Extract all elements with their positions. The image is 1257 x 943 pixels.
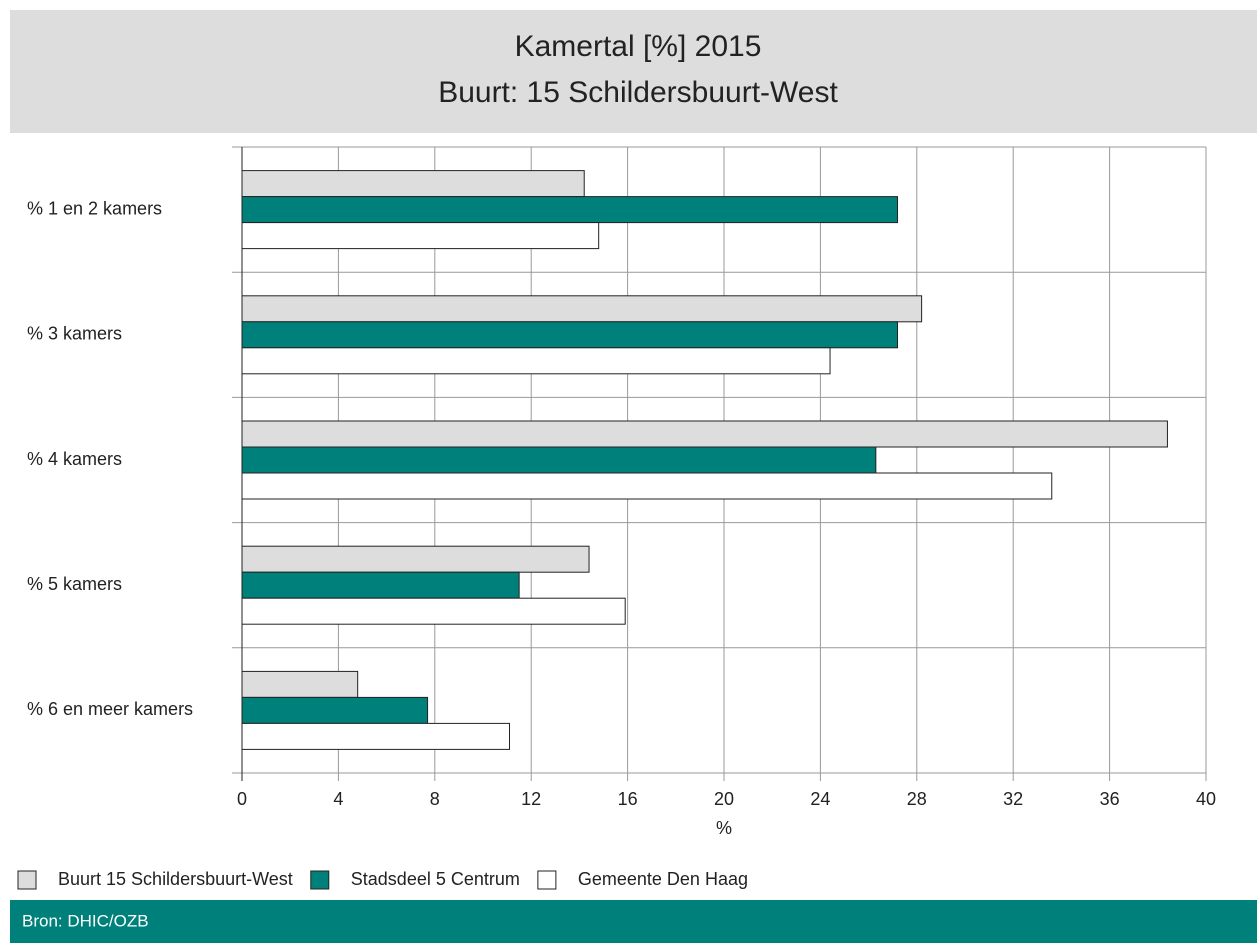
chart-title: Kamertal [%] 2015 (515, 30, 762, 63)
y-tick-label: % 6 en meer kamers (27, 699, 193, 719)
legend-swatch (17, 870, 37, 890)
bar (241, 196, 899, 224)
bar (241, 545, 590, 573)
y-tick-label: % 5 kamers (27, 574, 122, 594)
x-tick-label: 8 (430, 789, 440, 809)
bar (241, 420, 1168, 448)
bar (241, 597, 626, 625)
y-tick-label: % 3 kamers (27, 324, 122, 344)
bar (241, 571, 520, 599)
x-tick-label: 28 (907, 789, 927, 809)
bar (241, 472, 1053, 500)
bar (241, 722, 511, 750)
title-band (10, 10, 1257, 133)
y-tick-label: % 4 kamers (27, 449, 122, 469)
x-tick-label: 0 (237, 789, 247, 809)
bar (241, 696, 429, 724)
bar (241, 222, 600, 250)
bar (241, 446, 877, 474)
x-tick-label: 12 (521, 789, 541, 809)
x-tick-label: 16 (618, 789, 638, 809)
source-band (10, 900, 1257, 943)
source: Bron: DHIC/OZB (22, 911, 149, 930)
x-tick-label: 32 (1003, 789, 1023, 809)
x-tick-label: 20 (714, 789, 734, 809)
x-axis-label: % (716, 818, 732, 838)
x-tick-label: 24 (810, 789, 830, 809)
chart-subtitle: Buurt: 15 Schildersbuurt-West (438, 76, 838, 109)
bar (241, 347, 831, 375)
bar (241, 295, 923, 323)
x-tick-label: 4 (333, 789, 343, 809)
y-tick-label: % 1 en 2 kamers (27, 198, 162, 218)
legend-swatch (310, 870, 330, 890)
legend-label: Stadsdeel 5 Centrum (351, 869, 520, 889)
legend-label: Buurt 15 Schildersbuurt-West (58, 869, 293, 889)
x-tick-label: 40 (1196, 789, 1216, 809)
x-tick-label: 36 (1100, 789, 1120, 809)
legend-label: Gemeente Den Haag (578, 869, 748, 889)
bar (241, 670, 359, 698)
bar (241, 170, 585, 198)
bar (241, 321, 899, 349)
legend-swatch (537, 870, 557, 890)
